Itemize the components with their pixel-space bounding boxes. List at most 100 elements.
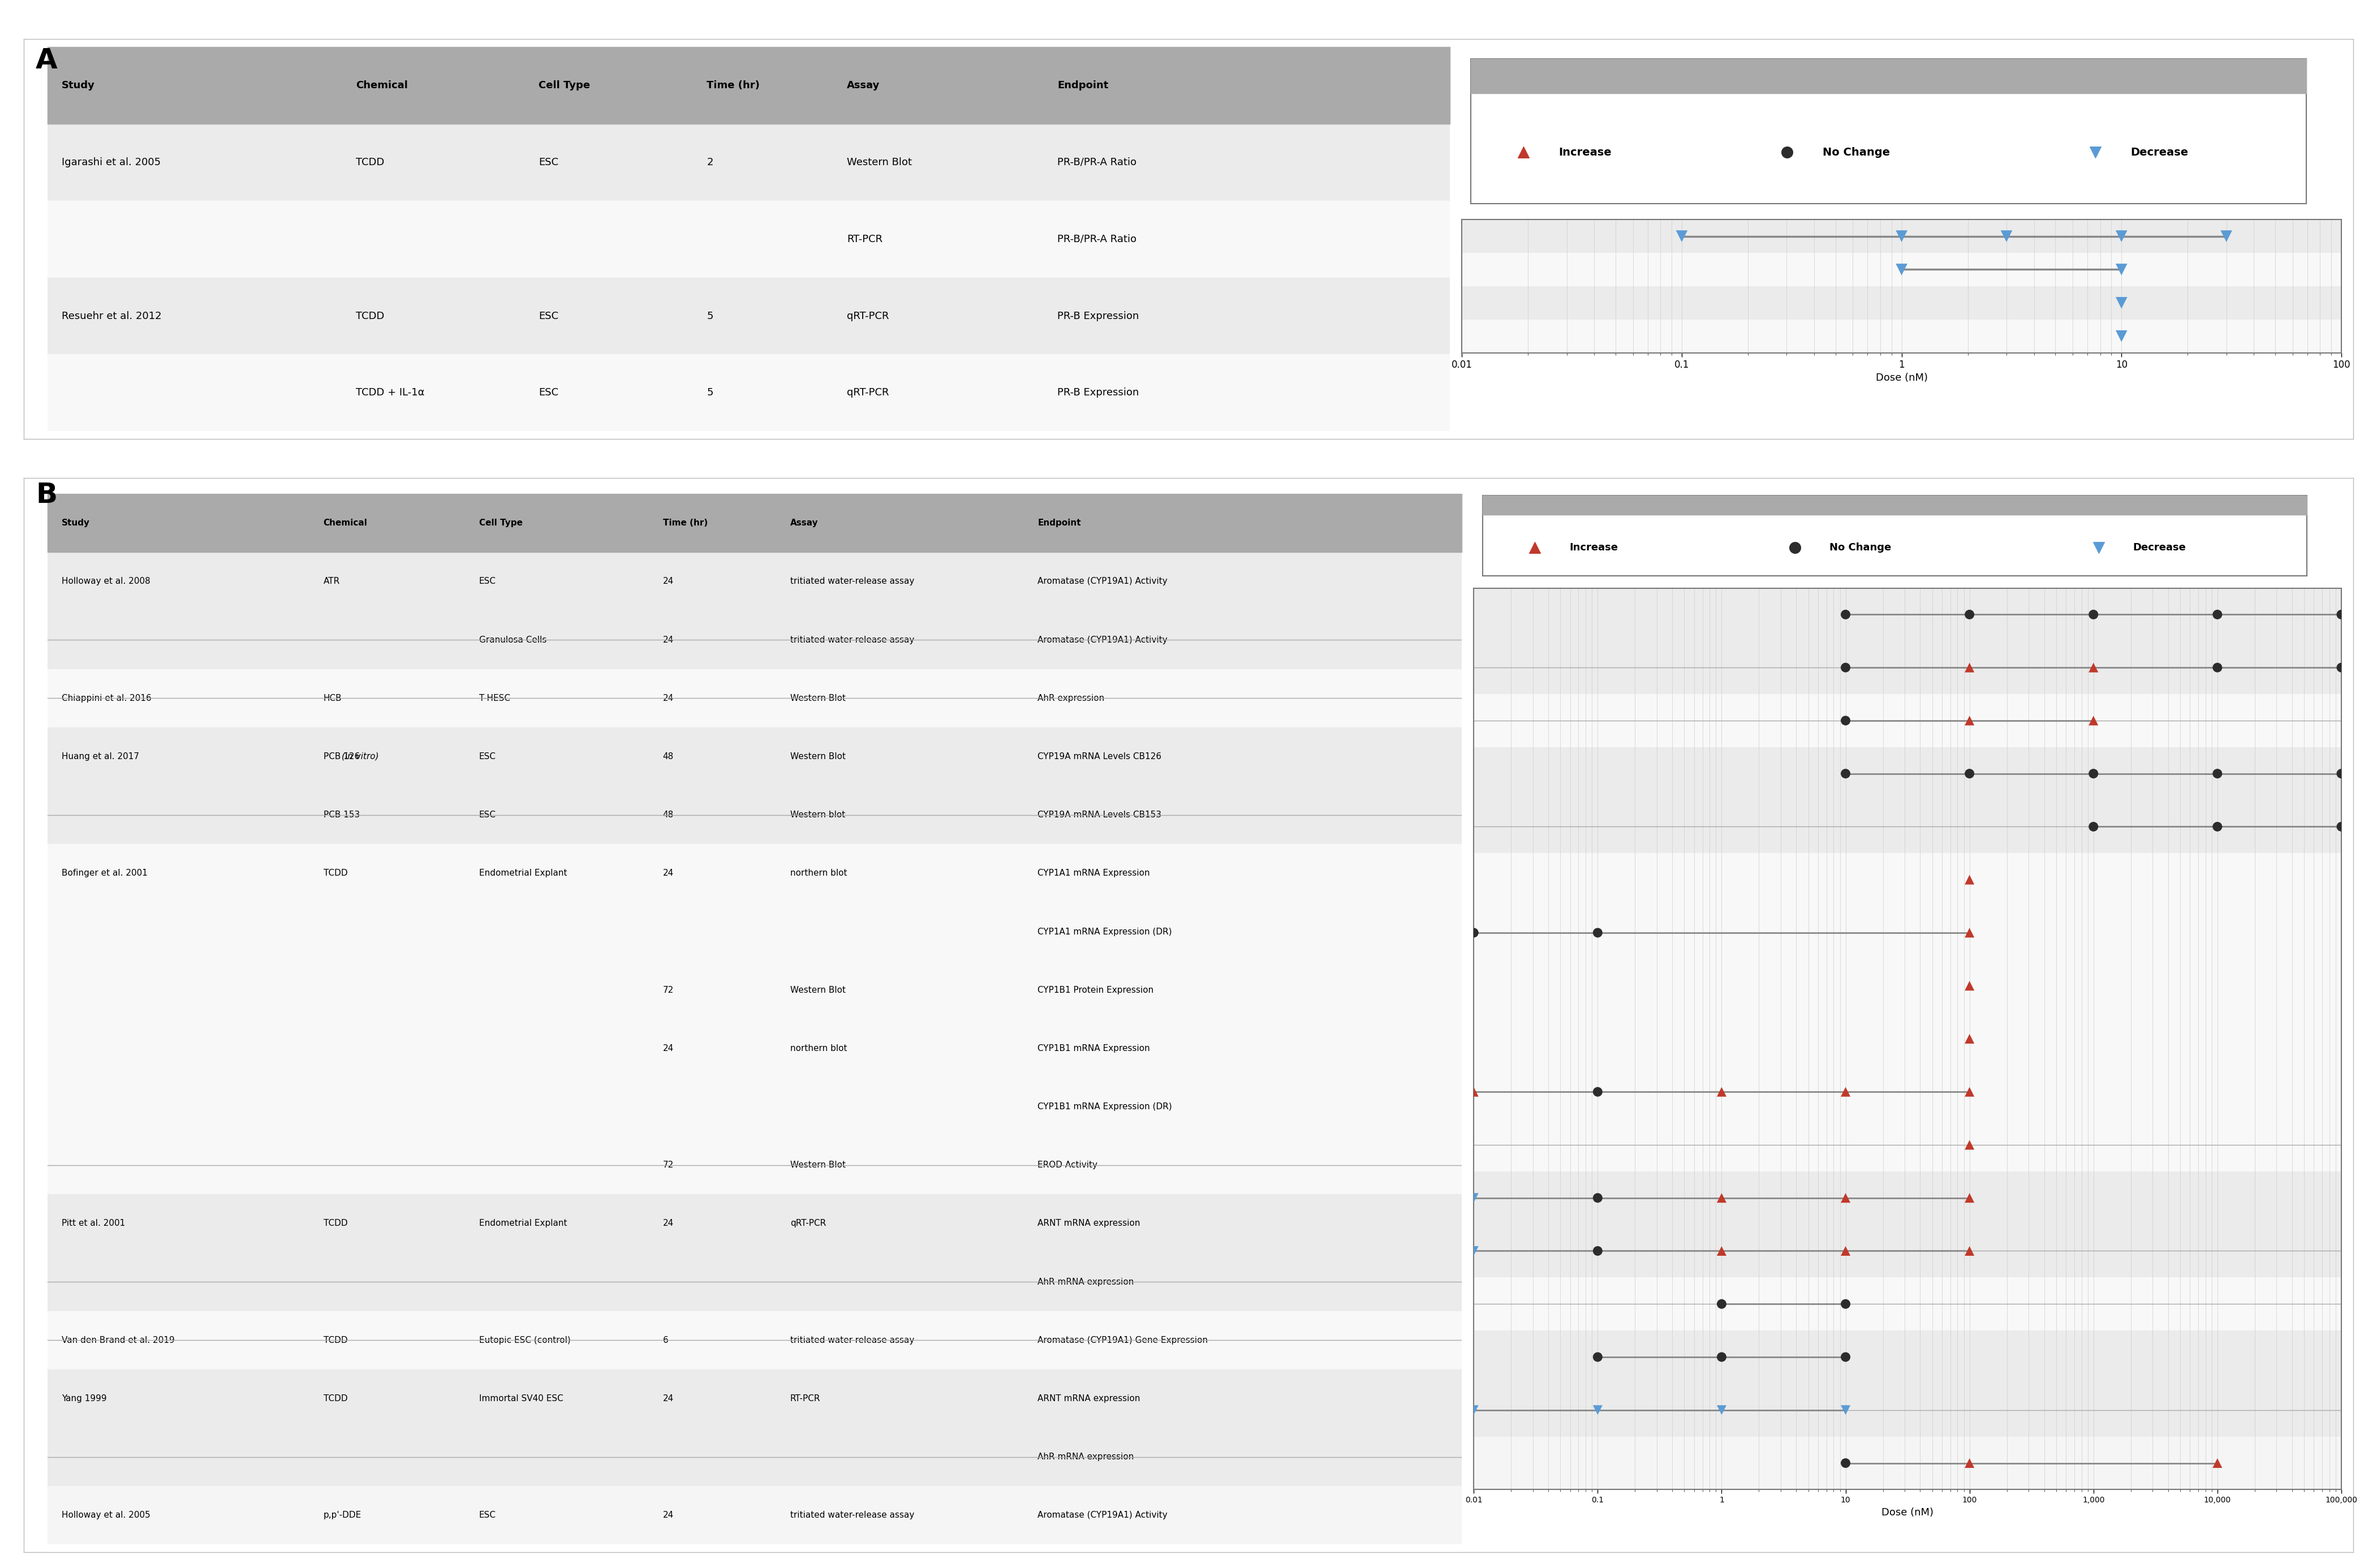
- Text: Pitt et al. 2001: Pitt et al. 2001: [62, 1220, 126, 1228]
- Point: [1702, 1344, 1740, 1369]
- Point: [2104, 290, 2142, 315]
- Point: [1578, 1397, 1616, 1422]
- Bar: [48, 278, 1450, 354]
- Text: Assay: Assay: [846, 80, 879, 91]
- Bar: [1462, 320, 2341, 353]
- Point: [2075, 814, 2113, 839]
- Text: 72: 72: [663, 986, 673, 994]
- Bar: [48, 1369, 1462, 1428]
- Text: northern blot: northern blot: [789, 869, 846, 878]
- Point: [1826, 1397, 1864, 1422]
- Bar: [1474, 906, 2341, 960]
- Bar: [1474, 1383, 2341, 1436]
- Text: TCDD: TCDD: [323, 1336, 347, 1344]
- Text: HCB: HCB: [323, 695, 342, 702]
- Text: ARNT mRNA expression: ARNT mRNA expression: [1036, 1220, 1141, 1228]
- Bar: [1474, 960, 2341, 1013]
- Text: 6: 6: [663, 1336, 668, 1344]
- Point: [1517, 535, 1555, 560]
- Point: [1952, 867, 1990, 892]
- Text: Chemical: Chemical: [323, 519, 368, 527]
- Point: [1826, 709, 1864, 734]
- Point: [1987, 224, 2025, 249]
- Bar: [48, 1077, 1462, 1135]
- Bar: [48, 1486, 1462, 1544]
- Text: PR-B Expression: PR-B Expression: [1058, 387, 1139, 398]
- Text: B: B: [36, 481, 57, 508]
- Point: [1455, 1185, 1493, 1210]
- Point: [1826, 1292, 1864, 1317]
- Text: Holloway et al. 2005: Holloway et al. 2005: [62, 1512, 150, 1519]
- Point: [1455, 1079, 1493, 1104]
- X-axis label: Dose (nM): Dose (nM): [1883, 1507, 1933, 1518]
- Bar: [1474, 588, 2341, 641]
- Point: [1952, 602, 1990, 627]
- Bar: [1474, 746, 2341, 800]
- Text: Western Blot: Western Blot: [789, 753, 846, 760]
- Text: PR-B/PR-A Ratio: PR-B/PR-A Ratio: [1058, 234, 1136, 245]
- Point: [1826, 1239, 1864, 1264]
- Text: AhR mRNA expression: AhR mRNA expression: [1036, 1452, 1134, 1461]
- X-axis label: Dose (nM): Dose (nM): [1875, 373, 1928, 383]
- Bar: [48, 47, 1450, 124]
- Bar: [1474, 1278, 2341, 1331]
- Text: Increase: Increase: [1559, 147, 1612, 158]
- Text: PCB 126: PCB 126: [323, 753, 359, 760]
- Bar: [48, 1311, 1462, 1369]
- Point: [1952, 1027, 1990, 1052]
- Point: [1952, 655, 1990, 681]
- Text: TCDD + IL-1α: TCDD + IL-1α: [357, 387, 425, 398]
- Point: [1826, 655, 1864, 681]
- Text: Bofinger et al. 2001: Bofinger et al. 2001: [62, 869, 147, 878]
- Text: 5: 5: [706, 387, 713, 398]
- Bar: [1474, 1013, 2341, 1065]
- Text: Chiappini et al. 2016: Chiappini et al. 2016: [62, 695, 152, 702]
- Text: Western Blot: Western Blot: [789, 986, 846, 994]
- Text: tritiated water-release assay: tritiated water-release assay: [789, 635, 915, 644]
- Bar: [1474, 1436, 2341, 1490]
- Point: [2080, 535, 2118, 560]
- Text: PR-B Expression: PR-B Expression: [1058, 310, 1139, 321]
- Text: Study: Study: [62, 80, 95, 91]
- Point: [1702, 1079, 1740, 1104]
- Text: Decrease: Decrease: [2130, 147, 2189, 158]
- Point: [1578, 1185, 1616, 1210]
- Text: Decrease: Decrease: [2132, 543, 2187, 552]
- Point: [1952, 760, 1990, 786]
- Point: [2322, 814, 2360, 839]
- Point: [1455, 1397, 1493, 1422]
- Point: [1702, 1185, 1740, 1210]
- Text: Endpoint: Endpoint: [1058, 80, 1108, 91]
- Text: EROD Activity: EROD Activity: [1036, 1160, 1098, 1170]
- Text: 24: 24: [663, 1512, 673, 1519]
- Point: [1455, 920, 1493, 946]
- Bar: [1462, 252, 2341, 285]
- Bar: [48, 1135, 1462, 1195]
- Text: 24: 24: [663, 1044, 673, 1052]
- Point: [1455, 1239, 1493, 1264]
- Text: Western blot: Western blot: [789, 811, 846, 818]
- Text: ESC: ESC: [478, 1512, 497, 1519]
- Text: Yang 1999: Yang 1999: [62, 1394, 107, 1403]
- Text: RT-PCR: RT-PCR: [789, 1394, 820, 1403]
- Text: qRT-PCR: qRT-PCR: [846, 310, 889, 321]
- Text: TCDD: TCDD: [323, 1394, 347, 1403]
- Point: [2199, 814, 2237, 839]
- Bar: [1462, 220, 2341, 252]
- Bar: [48, 1253, 1462, 1311]
- Text: Eutopic ESC (control): Eutopic ESC (control): [478, 1336, 570, 1344]
- Text: Western Blot: Western Blot: [789, 695, 846, 702]
- Bar: [48, 670, 1462, 728]
- Point: [1578, 920, 1616, 946]
- FancyBboxPatch shape: [1483, 495, 2306, 575]
- Bar: [1462, 285, 2341, 320]
- Text: Chemical: Chemical: [357, 80, 409, 91]
- Text: AhR expression: AhR expression: [1036, 695, 1105, 702]
- Text: CYP1B1 mRNA Expression: CYP1B1 mRNA Expression: [1036, 1044, 1150, 1052]
- Bar: [1483, 495, 2306, 514]
- Text: p,p'-DDE: p,p'-DDE: [323, 1512, 361, 1519]
- Text: Cell Type: Cell Type: [537, 80, 589, 91]
- FancyBboxPatch shape: [1471, 58, 2306, 204]
- Text: 24: 24: [663, 695, 673, 702]
- Text: Cell Type: Cell Type: [478, 519, 523, 527]
